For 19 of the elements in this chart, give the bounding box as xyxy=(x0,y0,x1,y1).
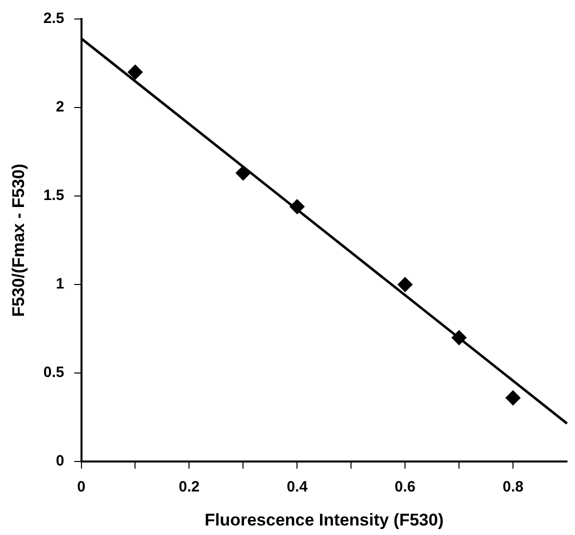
y-axis-title: F530/(Fmax - F530) xyxy=(8,164,28,317)
x-tick-label: 0 xyxy=(77,478,86,496)
x-tick-label: 0.4 xyxy=(286,478,308,496)
point xyxy=(506,390,521,406)
x-tick-label: 0.2 xyxy=(178,478,200,496)
y-tick-label: 0.5 xyxy=(43,364,64,382)
point xyxy=(236,166,251,181)
y-tick-label: 1 xyxy=(56,276,64,293)
x-axis-title: Fluorescence Intensity (F530) xyxy=(204,510,444,530)
point xyxy=(290,199,305,214)
y-tick-label: 2.5 xyxy=(43,10,64,28)
x-tick-label: 0.6 xyxy=(394,478,416,496)
y-tick-label: 1.5 xyxy=(43,187,64,204)
y-tick-label: 2 xyxy=(56,98,64,116)
x-tick-label: 0.8 xyxy=(502,478,524,496)
point xyxy=(128,64,143,80)
point xyxy=(398,277,413,292)
y-tick-label: 0 xyxy=(56,452,64,470)
point xyxy=(452,330,467,346)
